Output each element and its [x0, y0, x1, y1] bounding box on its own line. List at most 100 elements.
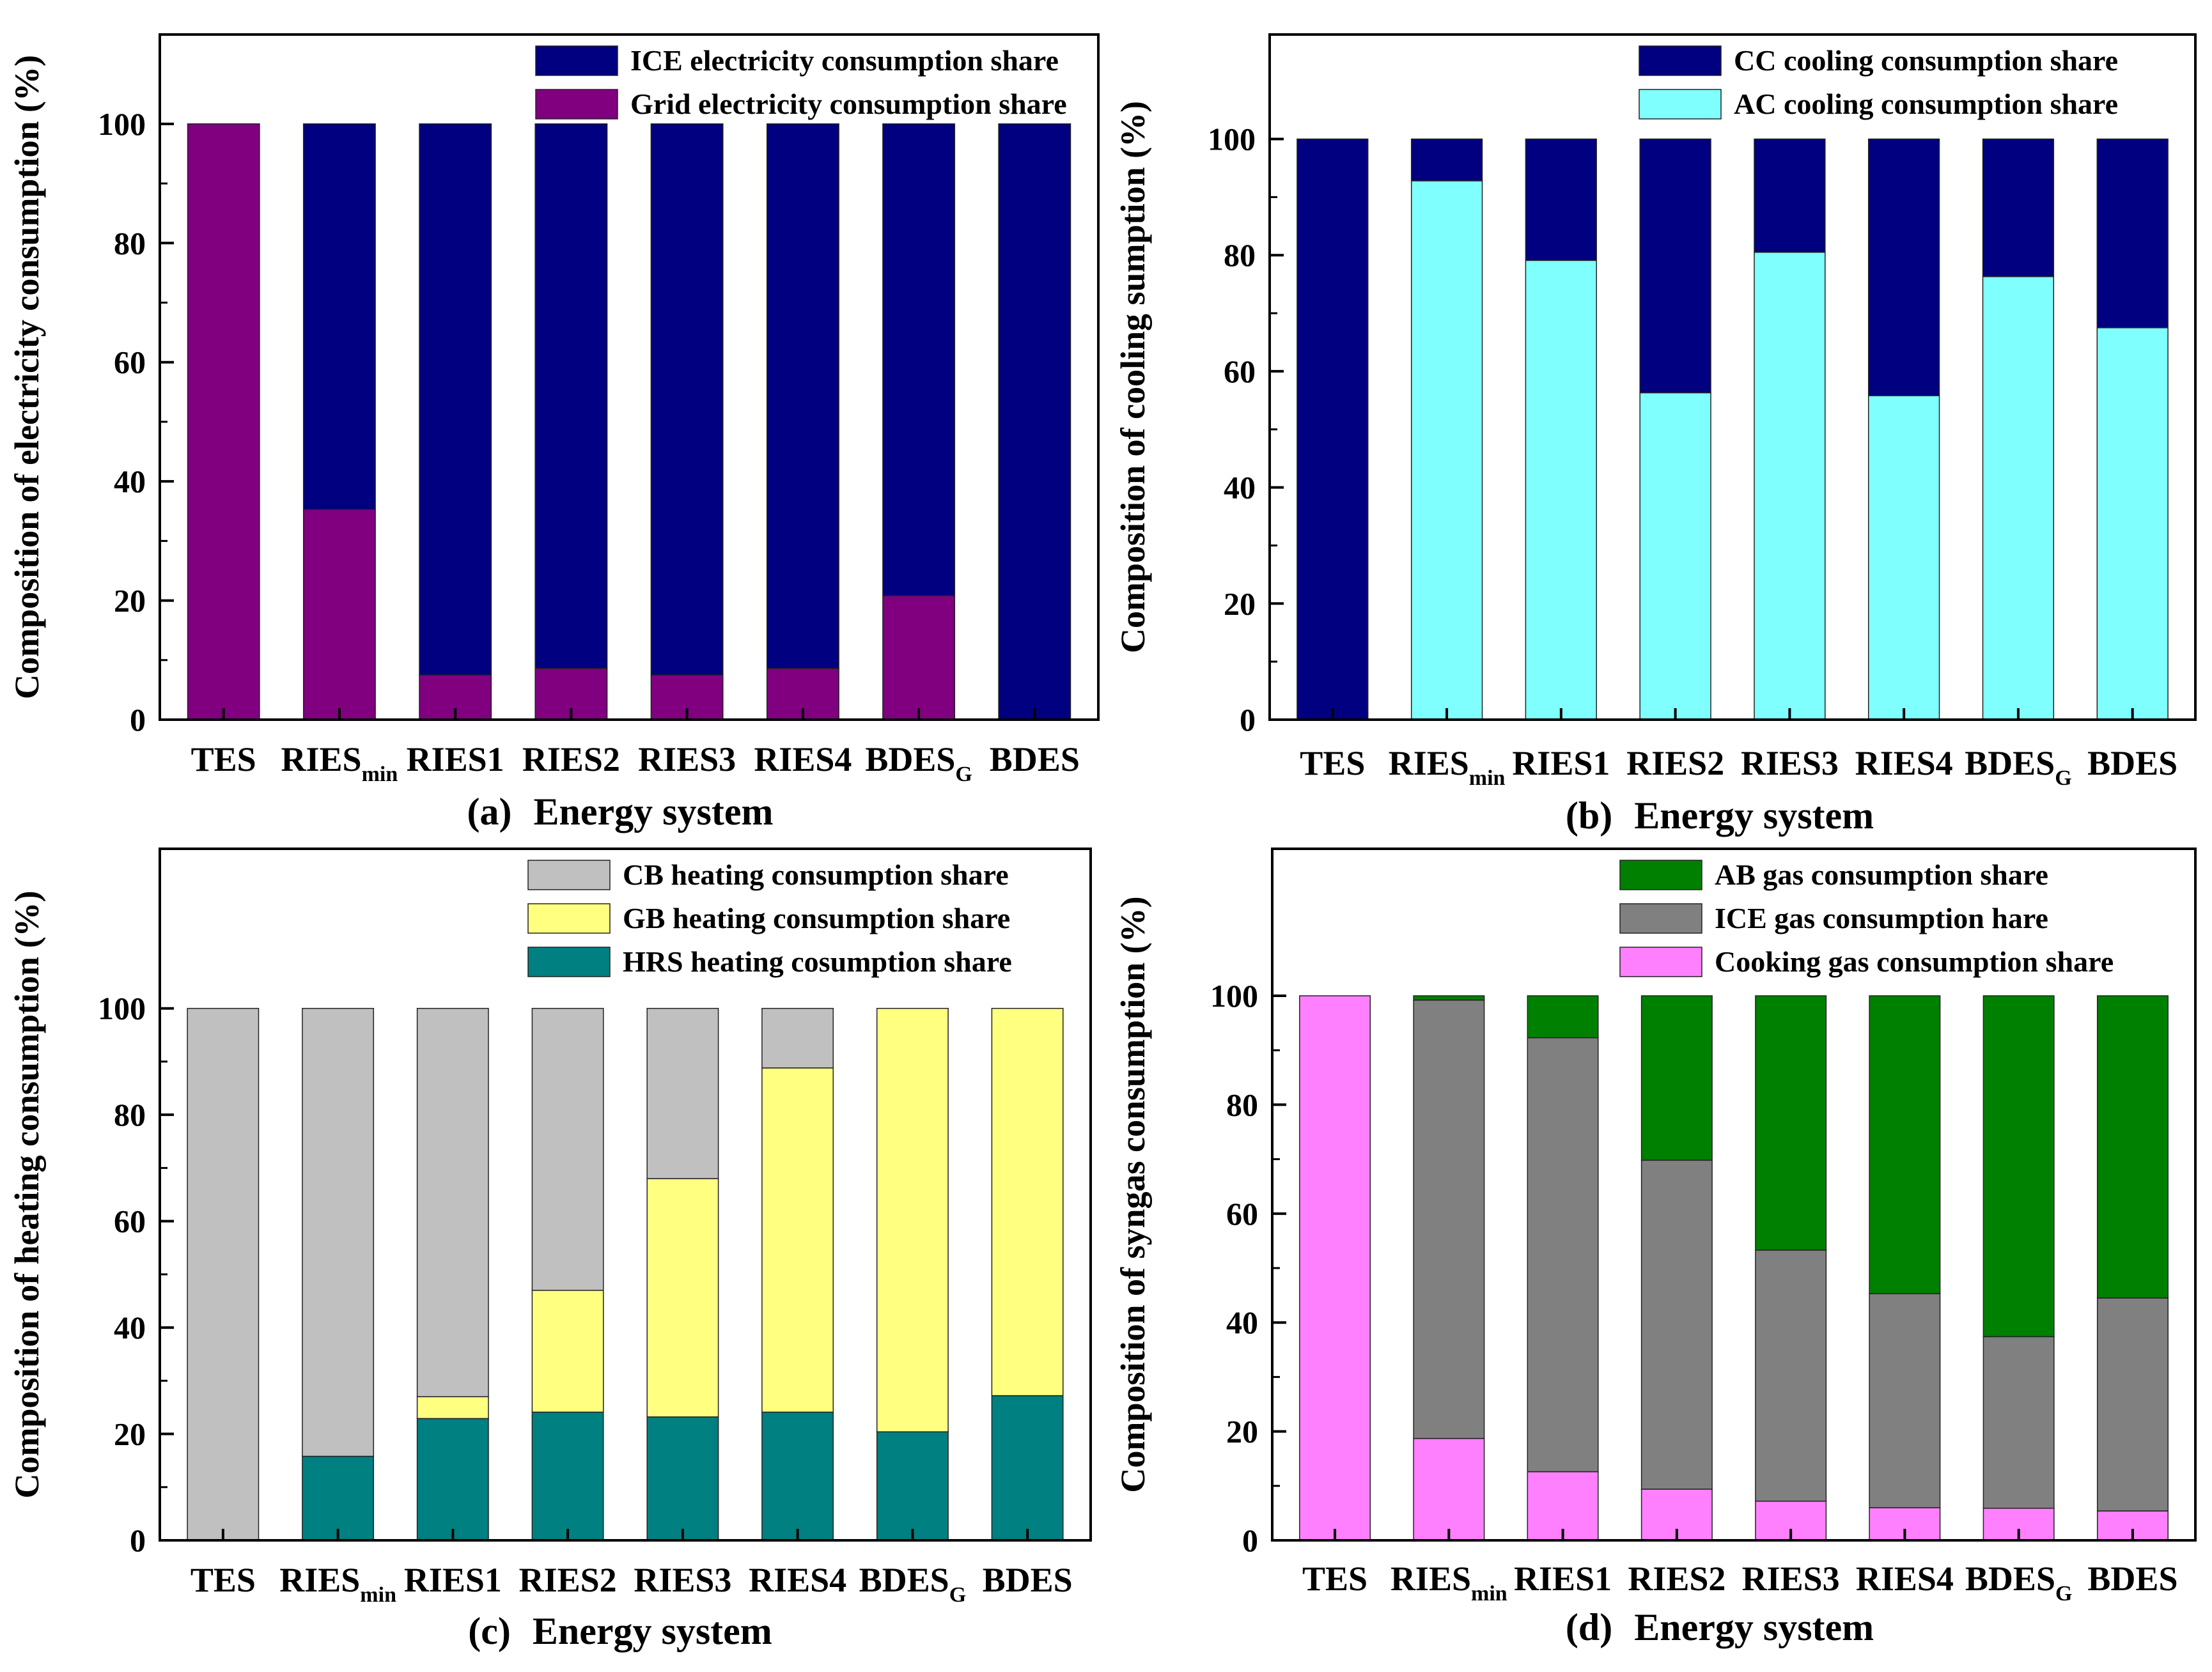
legend-swatch	[1619, 860, 1702, 890]
y-axis-title: Composition of syngas consumption (%)	[1114, 896, 1152, 1492]
category-name: RIES	[1390, 1560, 1471, 1598]
category-name: RIES	[1389, 744, 1469, 782]
category-label: RIESmin	[281, 740, 398, 786]
legend-label: GB heating consumption share	[623, 902, 1010, 934]
y-tick-label: 60	[114, 1204, 146, 1239]
category-name: TES	[191, 740, 256, 778]
category-name: RIES2	[522, 740, 620, 778]
y-tick-label: 40	[1224, 470, 1256, 506]
category-label: TES	[1302, 1560, 1367, 1598]
bar-segment	[991, 1007, 1064, 1397]
category-label: RIES4	[749, 1561, 846, 1599]
bar-segment	[1869, 1293, 1941, 1508]
bar-segment	[650, 123, 724, 676]
category-name: RIES3	[1742, 1560, 1840, 1598]
category-subscript: min	[362, 762, 398, 786]
category-label: BDES	[2087, 1560, 2177, 1598]
category-label: BDES	[990, 740, 1080, 778]
y-tick-label: 40	[114, 463, 146, 499]
category-name: RIES4	[754, 740, 852, 778]
x-axis-label: Energy system	[1634, 1606, 1874, 1648]
bar-segment	[646, 1178, 719, 1418]
legend-label: ICE gas consumption hare	[1715, 902, 2048, 934]
x-axis-label: Energy system	[534, 791, 774, 833]
y-tick-label: 100	[1210, 978, 1258, 1014]
category-label: BDESG	[859, 1561, 967, 1607]
category-label: RIES2	[1626, 744, 1724, 782]
legend-swatch	[535, 89, 618, 120]
category-name: RIES1	[404, 1561, 502, 1599]
bar-segment	[1297, 138, 1369, 720]
bar-segment	[1640, 1159, 1713, 1490]
bar-segment	[761, 1067, 834, 1413]
plot-frame	[1268, 33, 2197, 721]
y-tick-label: 0	[130, 1522, 146, 1558]
bar-segment	[882, 595, 956, 720]
category-label: RIES2	[522, 740, 620, 778]
legend-swatch	[1619, 947, 1702, 977]
category-label: RIES4	[1856, 1560, 1954, 1598]
category-name: BDES	[2087, 744, 2177, 782]
bar-segment	[531, 1007, 604, 1291]
category-subscript: min	[1471, 1582, 1507, 1606]
bar-segment	[187, 1007, 260, 1541]
y-tick-label: 20	[1224, 585, 1256, 621]
category-subscript: G	[949, 1583, 966, 1607]
legend-swatch	[535, 45, 618, 76]
bar-segment	[302, 123, 376, 510]
bar-segment	[1754, 138, 1826, 253]
category-subscript: G	[955, 762, 972, 786]
panel-letter: (b)	[1566, 794, 1612, 837]
bar-segment	[1410, 138, 1483, 182]
bar-segment	[302, 509, 376, 720]
category-label: RIES1	[404, 1561, 502, 1599]
y-tick-label: 60	[114, 344, 146, 380]
category-name: RIES1	[1512, 744, 1610, 782]
y-axis-title: Composition of electricity consumption (…	[8, 55, 46, 699]
y-tick-label: 20	[114, 1416, 146, 1452]
y-tick-label: 20	[1226, 1414, 1258, 1450]
legend-label: HRS heating cosumption share	[623, 945, 1012, 978]
legend-label: Grid electricity consumption share	[630, 88, 1067, 120]
bar-segment	[876, 1007, 949, 1432]
bar-segment	[1869, 995, 1941, 1294]
legend-swatch	[527, 860, 611, 890]
legend-swatch	[1639, 45, 1722, 76]
category-name: RIES1	[1514, 1560, 1612, 1598]
category-label: RIES3	[634, 1561, 731, 1599]
category-label: BDESG	[1965, 1560, 2073, 1606]
category-label: BDES	[983, 1561, 1073, 1599]
category-name: RIES	[279, 1561, 360, 1599]
bar-segment	[534, 123, 608, 669]
bar-segment	[1639, 392, 1711, 720]
plot-frame	[1271, 848, 2197, 1542]
category-label: RIES1	[1514, 1560, 1612, 1598]
y-tick-label: 80	[114, 225, 146, 261]
bar-segment	[2096, 138, 2169, 329]
category-label: TES	[1300, 744, 1365, 782]
category-name: RIES4	[1856, 1560, 1954, 1598]
category-name: RIES4	[1855, 744, 1953, 782]
category-name: BDES	[865, 740, 955, 778]
panel-letter: (c)	[468, 1610, 511, 1652]
category-name: RIES2	[1626, 744, 1724, 782]
category-name: RIES2	[1628, 1560, 1725, 1598]
category-label: RIES2	[1628, 1560, 1725, 1598]
bar-segment	[882, 123, 956, 596]
chart-panel-b: 0 20 40 60 80 100 TES RIESmin RIES1 RIES2 RIES3 RIE…	[1114, 33, 2197, 837]
bar-segment	[1413, 1000, 1485, 1439]
legend-swatch	[1639, 89, 1722, 120]
legend-swatch	[527, 947, 611, 977]
category-label: BDESG	[1965, 744, 2072, 790]
category-label: RIES3	[1741, 744, 1839, 782]
category-label: RIESmin	[1389, 744, 1506, 790]
category-name: BDES	[859, 1561, 949, 1599]
x-axis-label: Energy system	[533, 1610, 772, 1652]
category-subscript: min	[360, 1583, 396, 1607]
bar-segment	[646, 1416, 719, 1541]
category-name: RIES4	[749, 1561, 846, 1599]
legend-label: ICE electricity consumption share	[630, 44, 1059, 77]
bar-segment	[1754, 251, 1826, 720]
